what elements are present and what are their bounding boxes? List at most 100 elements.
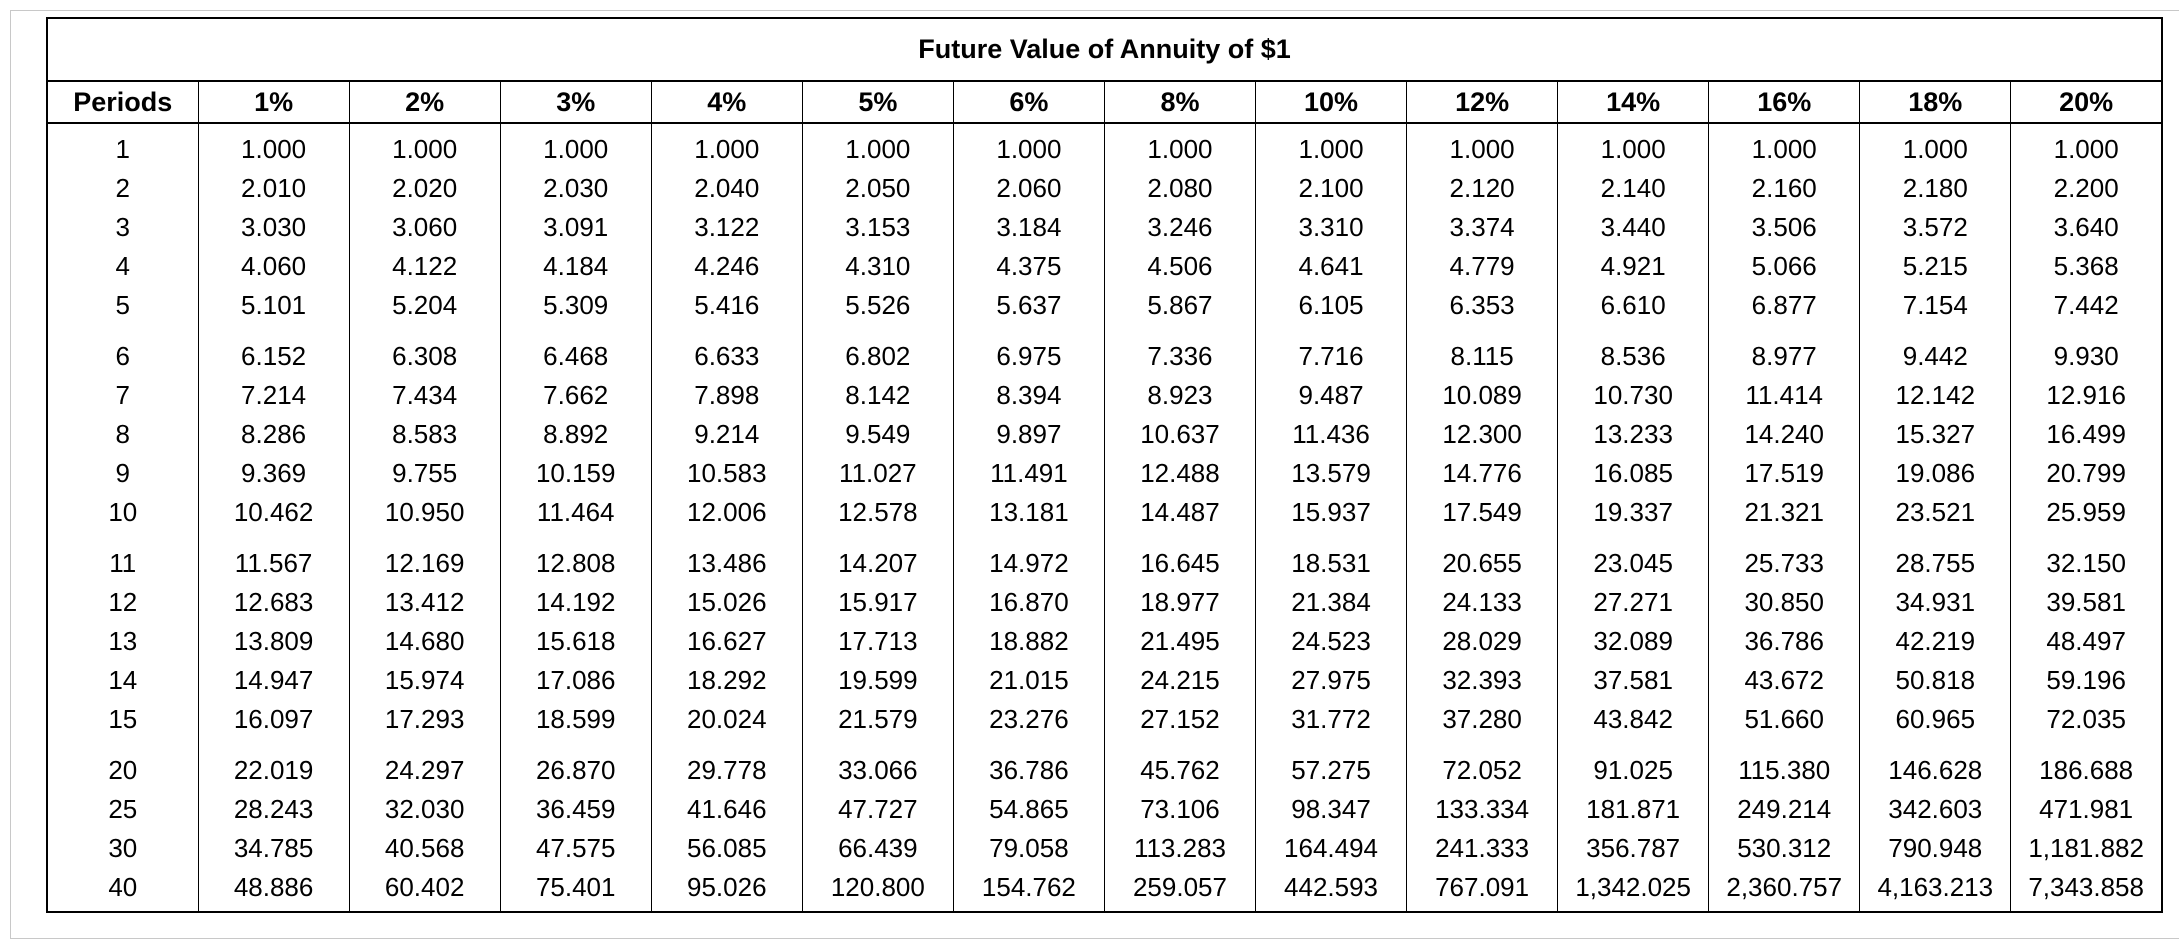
table-body: 1 1.000 1.000 1.000 1.000 1.000 1.000 1.000 1.00…	[46, 123, 2163, 912]
value-cell: 79.058	[952, 829, 1105, 868]
value-cell: 16.870	[952, 583, 1105, 622]
table-row: 14 14.947 15.974 17.086 18.292 19.599 21.015 24…	[46, 661, 2163, 700]
value-cell: 41.646	[650, 790, 803, 829]
column-header: 10%	[1254, 81, 1408, 124]
value-cell: 3.060	[348, 208, 501, 247]
value-cell: 12.169	[348, 532, 501, 583]
column-header: 6%	[952, 81, 1105, 124]
value-cell: 2,360.757	[1708, 868, 1861, 912]
value-cell: 8.923	[1103, 376, 1257, 415]
value-cell: 790.948	[1859, 829, 2012, 868]
value-cell: 17.549	[1406, 493, 1559, 532]
value-cell: 9.442	[1859, 325, 2012, 376]
column-header: 18%	[1859, 81, 2012, 124]
value-cell: 25.733	[1708, 532, 1861, 583]
value-cell: 51.660	[1708, 700, 1861, 739]
value-cell: 1.000	[801, 123, 954, 169]
header-row: Periods 1% 2% 3% 4% 5% 6% 8% 10% 12% 14% 16% 18% 20%	[46, 81, 2163, 124]
value-cell: 7.154	[1859, 286, 2012, 325]
value-cell: 27.271	[1557, 583, 1710, 622]
value-cell: 133.334	[1406, 790, 1559, 829]
value-cell: 7.434	[348, 376, 501, 415]
value-cell: 5.867	[1103, 286, 1257, 325]
value-cell: 11.491	[952, 454, 1105, 493]
value-cell: 14.947	[197, 661, 350, 700]
value-cell: 91.025	[1557, 739, 1710, 790]
value-cell: 9.930	[2010, 325, 2163, 376]
table-row: 20 22.019 24.297 26.870 29.778 33.066 36.786 45…	[46, 739, 2163, 790]
table-row: 4 4.060 4.122 4.184 4.246 4.310 4.375 4.506 4.64…	[46, 247, 2163, 286]
value-cell: 60.965	[1859, 700, 2012, 739]
value-cell: 14.776	[1406, 454, 1559, 493]
value-cell: 7.442	[2010, 286, 2163, 325]
value-cell: 9.369	[197, 454, 350, 493]
value-cell: 28.755	[1859, 532, 2012, 583]
period-cell: 2	[46, 169, 199, 208]
column-header: 16%	[1708, 81, 1861, 124]
value-cell: 5.066	[1708, 247, 1861, 286]
value-cell: 2.020	[348, 169, 501, 208]
value-cell: 21.495	[1103, 622, 1257, 661]
value-cell: 21.015	[952, 661, 1105, 700]
value-cell: 7.662	[499, 376, 652, 415]
value-cell: 8.286	[197, 415, 350, 454]
value-cell: 6.975	[952, 325, 1105, 376]
value-cell: 50.818	[1859, 661, 2012, 700]
table-row: 3 3.030 3.060 3.091 3.122 3.153 3.184 3.246 3.31…	[46, 208, 2163, 247]
value-cell: 15.618	[499, 622, 652, 661]
table-row: 2 2.010 2.020 2.030 2.040 2.050 2.060 2.080 2.10…	[46, 169, 2163, 208]
value-cell: 1.000	[1406, 123, 1559, 169]
annuity-table: Future Value of Annuity of $1 Periods 1% 2…	[46, 17, 2163, 913]
value-cell: 2.100	[1254, 169, 1408, 208]
value-cell: 1.000	[348, 123, 501, 169]
value-cell: 47.727	[801, 790, 954, 829]
value-cell: 1.000	[1557, 123, 1710, 169]
period-cell: 30	[46, 829, 199, 868]
value-cell: 14.972	[952, 532, 1105, 583]
value-cell: 6.353	[1406, 286, 1559, 325]
value-cell: 18.531	[1254, 532, 1408, 583]
value-cell: 4.184	[499, 247, 652, 286]
value-cell: 241.333	[1406, 829, 1559, 868]
value-cell: 14.680	[348, 622, 501, 661]
value-cell: 95.026	[650, 868, 803, 912]
value-cell: 36.459	[499, 790, 652, 829]
value-cell: 15.026	[650, 583, 803, 622]
value-cell: 7.336	[1103, 325, 1257, 376]
value-cell: 54.865	[952, 790, 1105, 829]
value-cell: 21.579	[801, 700, 954, 739]
value-cell: 356.787	[1557, 829, 1710, 868]
column-header: 14%	[1557, 81, 1710, 124]
period-cell: 15	[46, 700, 199, 739]
column-header: 3%	[499, 81, 652, 124]
value-cell: 43.842	[1557, 700, 1710, 739]
value-cell: 14.240	[1708, 415, 1861, 454]
value-cell: 15.917	[801, 583, 954, 622]
value-cell: 34.785	[197, 829, 350, 868]
period-cell: 40	[46, 868, 199, 912]
value-cell: 10.583	[650, 454, 803, 493]
value-cell: 3.310	[1254, 208, 1408, 247]
value-cell: 17.519	[1708, 454, 1861, 493]
period-cell: 6	[46, 325, 199, 376]
value-cell: 15.937	[1254, 493, 1408, 532]
value-cell: 30.850	[1708, 583, 1861, 622]
value-cell: 17.086	[499, 661, 652, 700]
value-cell: 1,181.882	[2010, 829, 2163, 868]
value-cell: 120.800	[801, 868, 954, 912]
value-cell: 7,343.858	[2010, 868, 2163, 912]
value-cell: 1.000	[197, 123, 350, 169]
period-cell: 1	[46, 123, 199, 169]
value-cell: 10.730	[1557, 376, 1710, 415]
period-cell: 10	[46, 493, 199, 532]
period-cell: 12	[46, 583, 199, 622]
value-cell: 32.089	[1557, 622, 1710, 661]
value-cell: 1.000	[952, 123, 1105, 169]
value-cell: 31.772	[1254, 700, 1408, 739]
period-cell: 8	[46, 415, 199, 454]
value-cell: 72.052	[1406, 739, 1559, 790]
value-cell: 5.101	[197, 286, 350, 325]
value-cell: 34.931	[1859, 583, 2012, 622]
value-cell: 2.120	[1406, 169, 1559, 208]
